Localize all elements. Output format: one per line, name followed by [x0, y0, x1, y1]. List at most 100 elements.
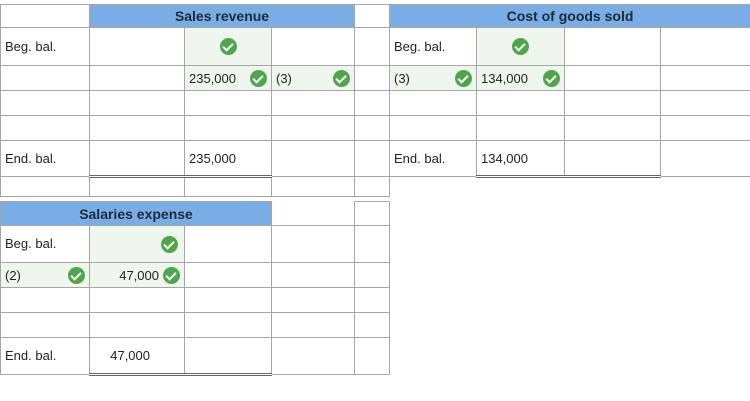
salaries-end-value: 47,000 — [110, 348, 150, 363]
t-account-salaries: Salaries expense Beg. bal. (2) 47,000 En… — [0, 201, 391, 376]
cogs-row1-debit-value: 134,000 — [481, 70, 528, 86]
check-icon — [163, 266, 180, 284]
salaries-row2-d[interactable] — [271, 287, 356, 313]
spacer-row — [0, 176, 90, 197]
salaries-end-credit[interactable] — [183, 337, 273, 376]
salaries-row1-debit[interactable]: 47,000 — [89, 262, 185, 288]
cogs-beg-debit[interactable] — [476, 27, 565, 66]
sales-row1-ref-value: (3) — [276, 70, 292, 86]
gutter — [354, 287, 391, 313]
gutter — [354, 201, 391, 226]
cogs-row1-debit[interactable]: 134,000 — [476, 65, 565, 91]
t-account-top: Sales revenue Cost of goods sold Beg. ba… — [0, 4, 750, 197]
check-icon — [543, 69, 560, 87]
gutter — [354, 262, 391, 288]
sales-row3-b[interactable] — [89, 115, 185, 141]
sales-end-credit: 235,000 — [184, 140, 272, 178]
gutter — [354, 115, 390, 141]
sales-row1-ref[interactable]: (3) — [271, 65, 355, 91]
salaries-title: Salaries expense — [0, 201, 273, 226]
gutter — [354, 225, 391, 263]
sales-end-debit[interactable] — [89, 140, 185, 178]
salaries-beg-debit[interactable] — [89, 225, 185, 263]
cogs-beg-credit[interactable] — [564, 27, 661, 66]
sales-row1-credit[interactable]: 235,000 — [184, 65, 272, 91]
cogs-end-label: End. bal. — [389, 140, 477, 177]
cogs-row2-d[interactable] — [659, 90, 750, 116]
cogs-row3-a[interactable] — [389, 115, 477, 141]
salaries-row1-extra[interactable] — [271, 262, 356, 288]
sales-row2-b[interactable] — [89, 90, 185, 116]
sales-row3-d[interactable] — [271, 115, 355, 141]
check-icon — [455, 69, 472, 87]
salaries-end-extra[interactable] — [271, 337, 356, 375]
gutter — [354, 90, 390, 116]
spacer-row — [89, 176, 185, 197]
salaries-beg-extra[interactable] — [271, 225, 356, 263]
check-icon — [250, 69, 267, 87]
check-icon — [333, 69, 350, 87]
spacer-row — [271, 176, 355, 197]
cogs-row1-extra[interactable] — [659, 65, 750, 91]
salaries-row2-c[interactable] — [183, 287, 273, 313]
salaries-end-debit: 47,000 — [89, 337, 185, 376]
salaries-title-extra — [271, 201, 356, 226]
salaries-row2-b[interactable] — [89, 287, 185, 313]
salaries-beg-label: Beg. bal. — [0, 225, 90, 263]
gutter — [354, 27, 390, 66]
gutter — [354, 65, 390, 91]
cogs-end-extra[interactable] — [659, 140, 750, 177]
sales-beg-credit[interactable] — [184, 27, 272, 66]
cogs-row1-credit[interactable] — [564, 65, 661, 91]
gutter — [354, 337, 391, 375]
sales-beg-extra[interactable] — [271, 27, 355, 66]
cogs-end-debit: 134,000 — [476, 140, 565, 178]
sales-row1-ref-left[interactable] — [0, 65, 90, 91]
salaries-row3-a[interactable] — [0, 312, 90, 338]
cogs-row3-c[interactable] — [564, 115, 661, 141]
gutter — [354, 176, 390, 197]
sales-row1-credit-value: 235,000 — [189, 70, 236, 86]
cogs-end-credit[interactable] — [564, 140, 661, 178]
gutter — [354, 140, 390, 177]
sales-row2-a[interactable] — [0, 90, 90, 116]
sales-row3-c[interactable] — [184, 115, 272, 141]
cogs-beg-extra[interactable] — [659, 27, 750, 66]
salaries-row1-ref-value: (2) — [5, 267, 21, 283]
salaries-row1-ref[interactable]: (2) — [0, 262, 90, 288]
sales-row2-d[interactable] — [271, 90, 355, 116]
salaries-row1-credit[interactable] — [183, 262, 273, 288]
salaries-row3-d[interactable] — [271, 312, 356, 338]
salaries-row3-c[interactable] — [183, 312, 273, 338]
salaries-row1-debit-value: 47,000 — [119, 267, 159, 283]
sales-end-extra[interactable] — [271, 140, 355, 177]
cogs-row2-a[interactable] — [389, 90, 477, 116]
check-icon — [219, 38, 237, 55]
cogs-beg-label: Beg. bal. — [389, 27, 477, 66]
salaries-end-label: End. bal. — [0, 337, 90, 375]
cogs-title: Cost of goods sold — [388, 4, 750, 28]
sales-row3-a[interactable] — [0, 115, 90, 141]
spacer-row — [184, 176, 272, 197]
cogs-row3-b[interactable] — [476, 115, 565, 141]
spacer-row — [388, 176, 750, 197]
sales-revenue-title: Sales revenue — [89, 4, 355, 28]
check-icon — [161, 235, 178, 253]
cogs-row1-ref-value: (3) — [394, 70, 410, 86]
sales-row1-debit[interactable] — [89, 65, 185, 91]
salaries-beg-credit[interactable] — [183, 225, 273, 263]
salaries-row2-a[interactable] — [0, 287, 90, 313]
salaries-row3-b[interactable] — [89, 312, 185, 338]
cogs-row3-d[interactable] — [659, 115, 750, 141]
gutter — [354, 312, 391, 338]
sales-end-label: End. bal. — [0, 140, 90, 177]
sales-row2-c[interactable] — [184, 90, 272, 116]
top-left-spacer — [0, 4, 90, 28]
sales-beg-label: Beg. bal. — [0, 27, 90, 66]
check-icon — [512, 38, 529, 55]
gutter — [354, 4, 390, 28]
cogs-row1-ref[interactable]: (3) — [389, 65, 477, 91]
cogs-row2-c[interactable] — [564, 90, 661, 116]
sales-beg-debit[interactable] — [89, 27, 185, 66]
cogs-row2-b[interactable] — [476, 90, 565, 116]
